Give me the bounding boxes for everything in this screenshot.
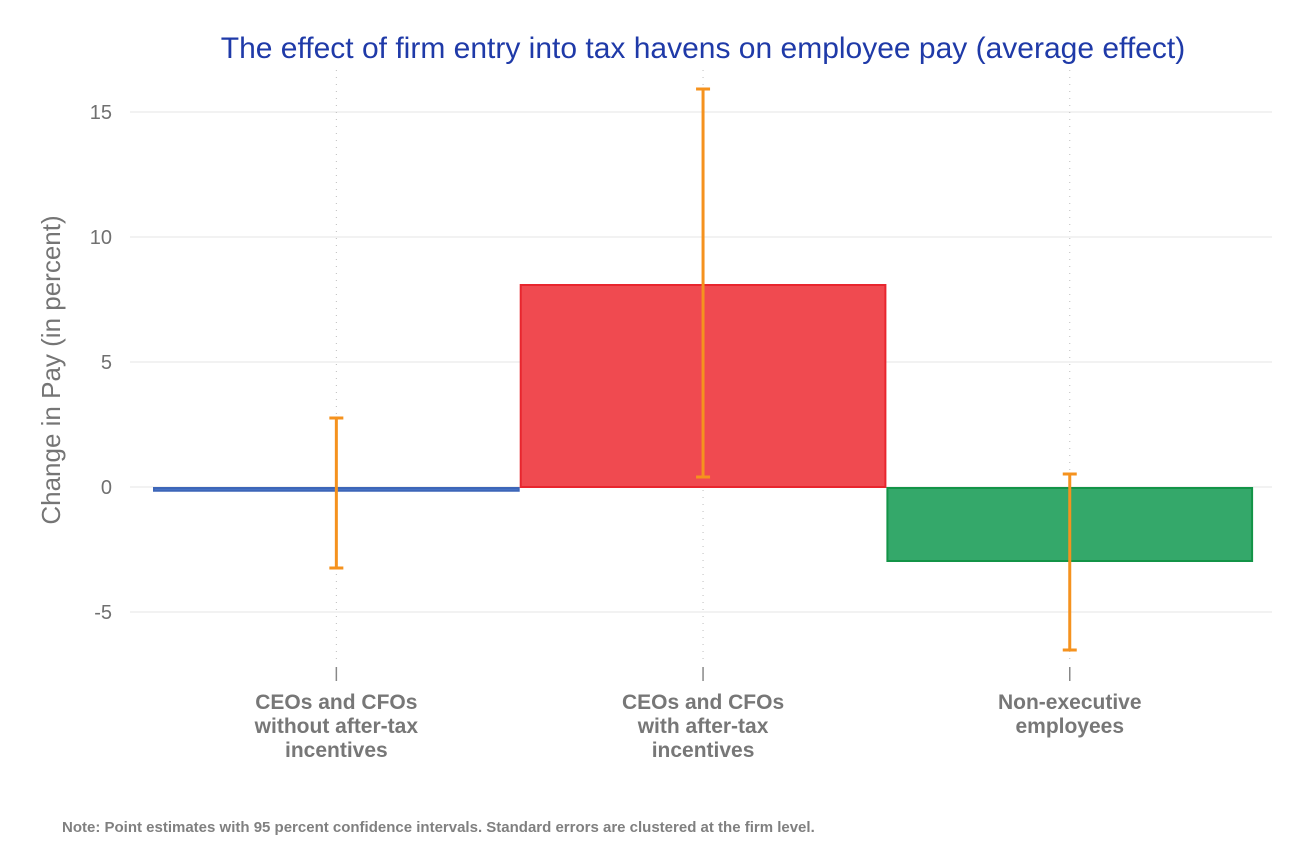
category-label-line: CEOs and CFOs [622, 691, 784, 714]
category-label-line: employees [1015, 715, 1124, 738]
y-tick-label: -5 [94, 602, 112, 624]
error-bar [329, 416, 344, 570]
x-axis-ticks [335, 667, 1071, 681]
category-label-line: CEOs and CFOs [255, 691, 417, 714]
category-labels: CEOs and CFOs without after-tax incentives… [254, 691, 1142, 762]
category-label-line: Non-executive [998, 691, 1142, 714]
y-tick-label: 5 [101, 352, 112, 374]
error-bar [1062, 472, 1077, 652]
error-bars [329, 87, 1077, 652]
y-tick-label: 15 [90, 102, 112, 124]
category-label-line: incentives [285, 739, 388, 762]
category-label-line: without after-tax [254, 715, 419, 738]
category-label-line: with after-tax [637, 715, 769, 738]
category-label-line: incentives [652, 739, 755, 762]
y-axis-label: Change in Pay (in percent) [36, 215, 66, 524]
chart-note: Note: Point estimates with 95 percent co… [62, 819, 815, 836]
error-bar [696, 87, 711, 479]
y-tick-label: 0 [101, 477, 112, 499]
category-label: Non-executive employees [998, 691, 1142, 738]
y-axis-ticks: 15 10 5 0 -5 [90, 102, 112, 624]
y-tick-label: 10 [90, 227, 112, 249]
category-label: CEOs and CFOs without after-tax incentives [254, 691, 419, 762]
category-label: CEOs and CFOs with after-tax incentives [622, 691, 784, 762]
chart-title: The effect of firm entry into tax havens… [221, 32, 1185, 65]
